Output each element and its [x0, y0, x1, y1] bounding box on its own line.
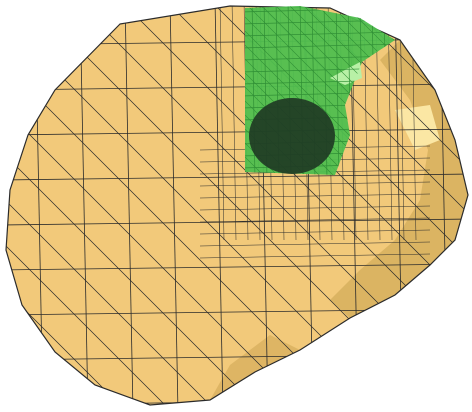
mesh-edge — [124, 6, 134, 405]
mesh-edge — [6, 83, 468, 91]
mesh-shadow-bottom — [210, 335, 300, 400]
mesh-edge — [199, 193, 431, 199]
mesh-edge — [199, 217, 431, 223]
mesh-edge — [199, 205, 431, 211]
mesh-edge — [6, 218, 468, 226]
mesh-edge — [6, 6, 173, 405]
mesh-edge — [164, 6, 468, 405]
mesh-edge — [335, 6, 340, 175]
mesh-edge — [466, 0, 472, 180]
mesh-edge — [199, 241, 431, 247]
dark-inclusion — [249, 98, 335, 174]
mesh-edge — [6, 398, 468, 405]
mesh-edge — [6, 6, 218, 405]
mesh-edge — [169, 6, 179, 405]
mesh-edge — [214, 6, 224, 405]
highlighted-region — [245, 0, 472, 180]
mesh-edge — [245, 31, 395, 37]
mesh-edge — [245, 43, 395, 49]
mesh-edge — [231, 6, 237, 241]
mesh-edge — [6, 6, 263, 405]
mesh-edge — [339, 6, 395, 175]
mesh-edge — [199, 229, 431, 235]
mesh-highlight-patch — [395, 105, 440, 150]
mesh-edge — [6, 173, 468, 181]
mesh-edge — [219, 6, 225, 241]
mesh-edge — [344, 6, 468, 405]
mesh-edge — [311, 6, 395, 175]
mesh-outline — [5, 5, 469, 406]
mesh-edge — [245, 6, 283, 175]
mesh-edge — [199, 181, 431, 187]
mesh-edge — [6, 263, 468, 271]
region-light-facet — [330, 62, 362, 85]
mesh-edge — [79, 6, 89, 405]
mesh-edge — [6, 6, 128, 405]
mesh-edge — [325, 6, 395, 175]
mesh-edge — [255, 6, 395, 175]
mesh-edge — [6, 6, 308, 405]
mesh-edge — [199, 253, 431, 259]
mesh-shadow-lobe — [330, 40, 468, 318]
mesh-edge — [245, 6, 367, 175]
mesh-edge — [6, 128, 468, 136]
mesh-edge — [299, 6, 468, 405]
